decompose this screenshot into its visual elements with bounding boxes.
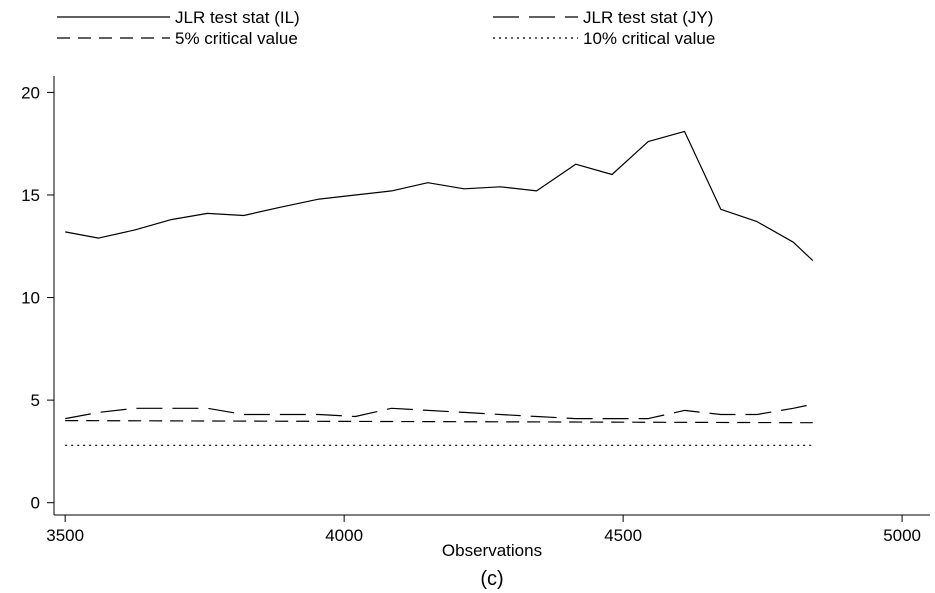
axes — [53, 76, 930, 516]
figure-caption: (c) — [480, 568, 503, 590]
legend-label-5pct: 5% critical value — [175, 29, 298, 48]
y-tick-label: 0 — [31, 494, 40, 513]
plot-series — [65, 130, 814, 446]
y-tick-label: 10 — [21, 289, 40, 308]
x-axis-title: Observations — [442, 541, 542, 560]
y-ticks: 0 5 10 15 20 — [21, 83, 54, 513]
y-tick-label: 15 — [21, 186, 40, 205]
x-tick-label: 3500 — [46, 526, 84, 545]
series-line-il — [65, 130, 814, 262]
legend-label-10pct: 10% critical value — [583, 29, 715, 48]
y-tick-label: 20 — [21, 83, 40, 102]
legend-entry-5pct: 5% critical value — [57, 29, 298, 48]
legend-label-il: JLR test stat (IL) — [175, 8, 300, 27]
legend-entry-jy: JLR test stat (JY) — [493, 8, 713, 27]
series-line-jy — [65, 403, 813, 420]
legend-entry-il: JLR test stat (IL) — [57, 8, 300, 27]
x-tick-label: 4500 — [604, 526, 642, 545]
series-line-5pct-critical — [65, 420, 813, 424]
y-tick-label: 5 — [31, 391, 40, 410]
legend-label-jy: JLR test stat (JY) — [583, 8, 713, 27]
x-ticks: 3500 4000 4500 5000 — [46, 515, 921, 545]
legend: JLR test stat (IL) JLR test stat (JY) 5%… — [57, 8, 715, 48]
x-tick-label: 4000 — [325, 526, 363, 545]
x-tick-label: 5000 — [883, 526, 921, 545]
legend-entry-10pct: 10% critical value — [493, 29, 715, 48]
